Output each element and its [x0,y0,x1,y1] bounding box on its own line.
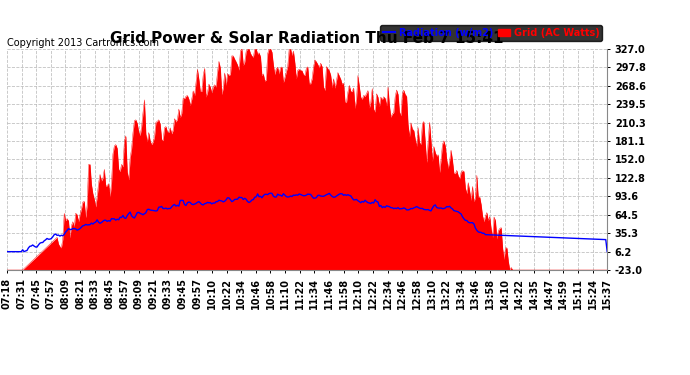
Title: Grid Power & Solar Radiation Thu Feb 7 15:41: Grid Power & Solar Radiation Thu Feb 7 1… [110,31,504,46]
Legend: Radiation (w/m2), Grid (AC Watts): Radiation (w/m2), Grid (AC Watts) [380,25,602,40]
Text: Copyright 2013 Cartronics.com: Copyright 2013 Cartronics.com [7,38,159,48]
